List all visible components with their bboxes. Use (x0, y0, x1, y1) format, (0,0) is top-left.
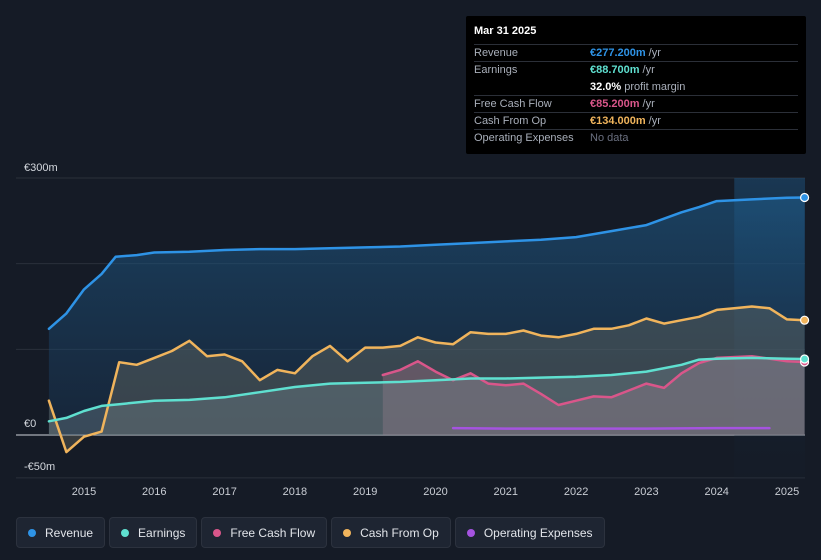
y-tick-label: €300m (24, 162, 58, 174)
free-cash-flow-line (381, 354, 806, 407)
tooltip-unit: /yr (648, 115, 661, 127)
tooltip-row-earnings: Earnings €88.700m /yr (474, 61, 798, 78)
earnings-area (48, 357, 805, 435)
tooltip-label: Earnings (474, 64, 518, 76)
x-tick-label: 2021 (494, 486, 518, 498)
tooltip-value: No data (590, 132, 629, 144)
legend-dot-icon (213, 528, 222, 537)
tooltip-value: €88.700m (590, 64, 640, 76)
legend-label: Earnings (138, 525, 186, 540)
legend-dot-icon (28, 528, 36, 537)
x-tick-label: 2022 (564, 486, 588, 498)
tooltip-row-revenue: Revenue €277.200m /yr (474, 44, 798, 61)
tooltip-label: Operating Expenses (474, 132, 574, 144)
legend-dot-icon (343, 528, 352, 537)
legend-item-free-cash-flow[interactable]: Free Cash Flow (201, 517, 328, 548)
axis-labels: €300m €0 -€50m 2015 2016 2017 2018 2019 2020 2021… (24, 162, 799, 498)
x-tick-label: 2025 (775, 486, 799, 498)
cash-from-op-area (48, 306, 805, 453)
legend-item-revenue[interactable]: Revenue (16, 517, 106, 548)
tooltip-value: €85.200m (590, 98, 640, 110)
tooltip-value: €277.200m (590, 47, 646, 59)
legend-dot-icon (121, 528, 130, 537)
tooltip-row-operating-expenses: Operating Expenses No data (474, 129, 798, 146)
tooltip-date: Mar 31 2025 (474, 25, 537, 37)
tooltip-label: Cash From Op (474, 115, 547, 127)
tooltip-row-profit-margin: 32.0% profit margin (474, 78, 798, 95)
x-tick-label: 2017 (212, 486, 236, 498)
tooltip-unit: /yr (642, 64, 655, 76)
earnings-end-marker (799, 354, 810, 364)
legend-item-cash-from-op[interactable]: Cash From Op (331, 517, 451, 548)
legend-label: Cash From Op (360, 525, 439, 540)
tooltip-value: 32.0% (590, 80, 622, 93)
x-tick-label: 2018 (283, 486, 307, 498)
legend-item-operating-expenses[interactable]: Operating Expenses (454, 517, 605, 548)
line-layer (47, 192, 810, 454)
tooltip-row-cash-from-op: Cash From Op €134.000m /yr (474, 112, 798, 129)
free-cash-flow-area (382, 356, 805, 435)
x-tick-label: 2015 (72, 486, 96, 498)
tooltip-unit: /yr (642, 98, 655, 110)
x-tick-label: 2020 (423, 486, 447, 498)
y-tick-label: €0 (24, 418, 36, 430)
x-tick-label: 2023 (634, 486, 658, 498)
legend: Revenue Earnings Free Cash Flow Cash Fro… (16, 517, 605, 548)
tooltip-panel: Mar 31 2025 Revenue €277.200m /yr Earnin… (466, 16, 806, 154)
cash-from-op-end-marker (799, 315, 810, 325)
x-tick-label: 2019 (353, 486, 377, 498)
tooltip-label: Revenue (474, 47, 519, 59)
legend-dot-icon (466, 528, 475, 537)
legend-label: Operating Expenses (483, 525, 593, 540)
legend-label: Free Cash Flow (230, 525, 316, 540)
legend-label: Revenue (45, 525, 94, 540)
cash-from-op-line (47, 305, 806, 454)
legend-item-earnings[interactable]: Earnings (109, 517, 198, 548)
x-tick-label: 2024 (704, 486, 728, 498)
earnings-line (47, 356, 806, 423)
y-tick-label: -€50m (24, 461, 55, 473)
tooltip-unit: /yr (648, 47, 661, 59)
revenue-line (47, 196, 806, 331)
x-tick-label: 2016 (142, 486, 166, 498)
tooltip-row-free-cash-flow: Free Cash Flow €85.200m /yr (474, 95, 798, 112)
tooltip-unit: profit margin (624, 80, 686, 93)
tooltip-label: Free Cash Flow (474, 98, 552, 110)
revenue-end-marker (799, 192, 810, 203)
operating-expenses-line (451, 426, 771, 430)
area-layer (48, 178, 805, 478)
tooltip-value: €134.000m (590, 115, 646, 127)
